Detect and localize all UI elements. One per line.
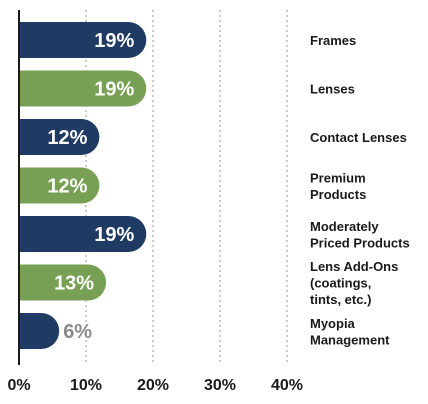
x-tick-label: 40%: [271, 377, 303, 394]
bar: [19, 216, 147, 252]
bar: [19, 313, 60, 349]
category-label: Priced Products: [310, 235, 410, 250]
category-label: Contact Lenses: [310, 130, 407, 145]
bar-value-label: 19%: [94, 79, 134, 101]
x-tick-label: 0%: [7, 377, 30, 394]
bar: [19, 22, 147, 58]
category-label: tints, etc.): [310, 292, 371, 307]
bar: [19, 70, 147, 107]
category-label: Lenses: [310, 82, 355, 97]
bars: 19% 19% 12% 12% 19% 13% 6%: [19, 22, 147, 349]
x-tick-label: 10%: [70, 377, 102, 394]
bar-value-label: 12%: [47, 176, 87, 198]
x-tick-label: 20%: [137, 377, 169, 394]
category-label: (coatings,: [310, 276, 371, 291]
bar-value-label: 19%: [94, 224, 134, 246]
category-label: Frames: [310, 33, 356, 48]
category-labels: Frames Lenses Contact Lenses Premium Product…: [310, 33, 410, 347]
category-label: Moderately: [310, 219, 379, 234]
bar: [19, 119, 100, 155]
bar: [19, 264, 107, 301]
x-axis-ticks: 0% 10% 20% 30% 40%: [7, 377, 303, 394]
bar-value-label: 6%: [63, 321, 92, 343]
bar: [19, 167, 100, 204]
grid-lines: [85, 10, 288, 365]
category-label: Products: [310, 187, 366, 202]
category-label: Lens Add-Ons: [310, 259, 398, 274]
bar-value-label: 12%: [47, 127, 87, 149]
x-tick-label: 30%: [204, 377, 236, 394]
bar-value-label: 13%: [54, 273, 94, 295]
bar-value-label: 19%: [94, 30, 134, 52]
category-label: Management: [310, 332, 390, 347]
category-label: Myopia: [310, 316, 356, 331]
category-label: Premium: [310, 170, 366, 185]
